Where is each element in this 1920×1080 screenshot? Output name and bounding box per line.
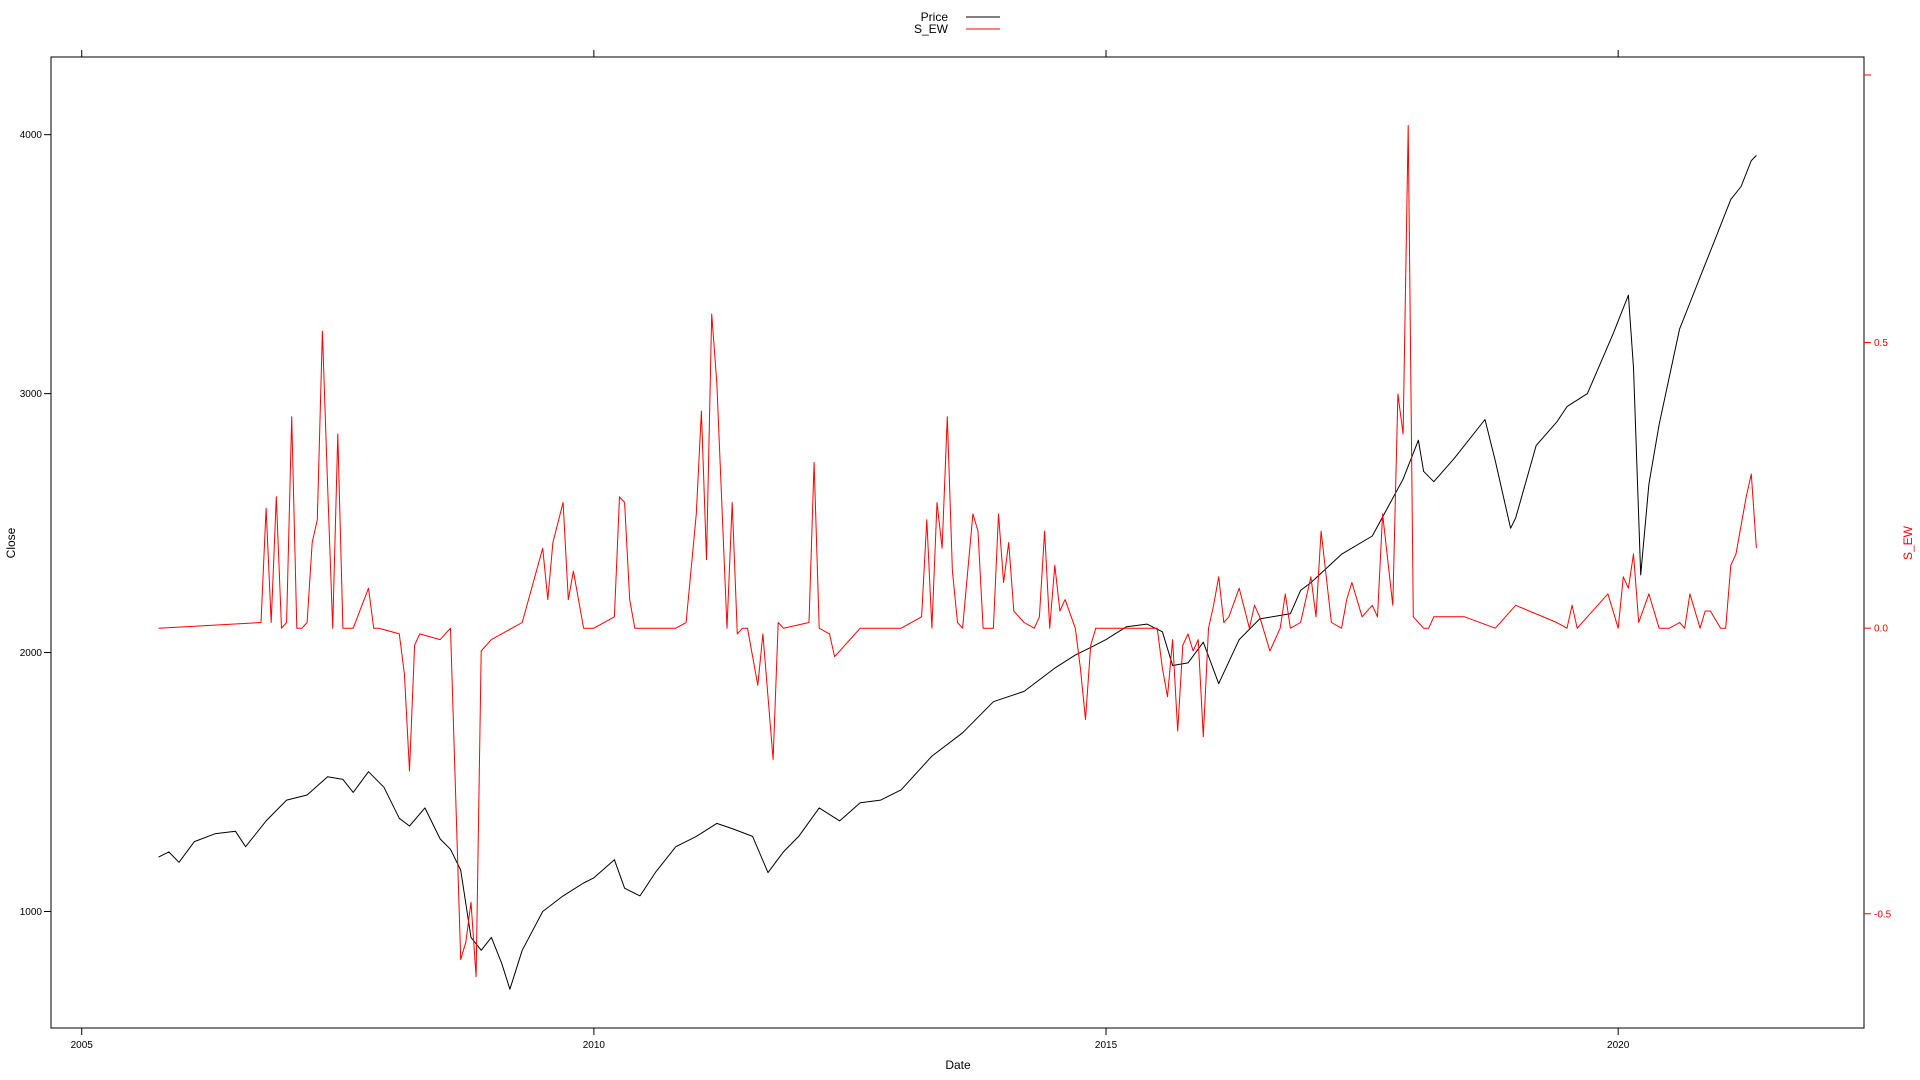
y-tick-label-4000: 4000 bbox=[20, 130, 43, 141]
y2-tick-label-0: 0.0 bbox=[1874, 624, 1888, 635]
y-axis-title: Close bbox=[4, 527, 18, 558]
x-tick-label-2005: 2005 bbox=[71, 1040, 94, 1051]
y-tick-label-3000: 3000 bbox=[20, 389, 43, 400]
y-tick-label-1000: 1000 bbox=[20, 907, 43, 918]
y2-axis-ticks: -0.5 0.0 0.5 bbox=[1864, 74, 1892, 920]
y2-tick-label-0_5: 0.5 bbox=[1874, 338, 1888, 349]
legend-label-s-ew: S_EW bbox=[914, 22, 949, 36]
legend-label-price: Price bbox=[921, 10, 949, 24]
y2-axis-title: S_EW bbox=[1901, 525, 1915, 560]
x-tick-label-2015: 2015 bbox=[1095, 1040, 1118, 1051]
x-tick-label-2010: 2010 bbox=[583, 1040, 606, 1051]
series-layer bbox=[158, 125, 1757, 990]
series-line-s-ew bbox=[158, 125, 1757, 978]
y-axis-ticks: 1000 2000 3000 4000 bbox=[20, 130, 51, 918]
x-tick-label-2020: 2020 bbox=[1607, 1040, 1630, 1051]
y2-tick-label-neg0_5: -0.5 bbox=[1874, 909, 1892, 920]
x-axis-ticks: 2005 2010 2015 2020 bbox=[71, 50, 1630, 1051]
plot-frame bbox=[50, 56, 1865, 1029]
legend: Price S_EW bbox=[914, 10, 1000, 36]
series-line-price bbox=[158, 155, 1757, 990]
x-axis-title: Date bbox=[945, 1058, 971, 1072]
y-tick-label-2000: 2000 bbox=[20, 648, 43, 659]
